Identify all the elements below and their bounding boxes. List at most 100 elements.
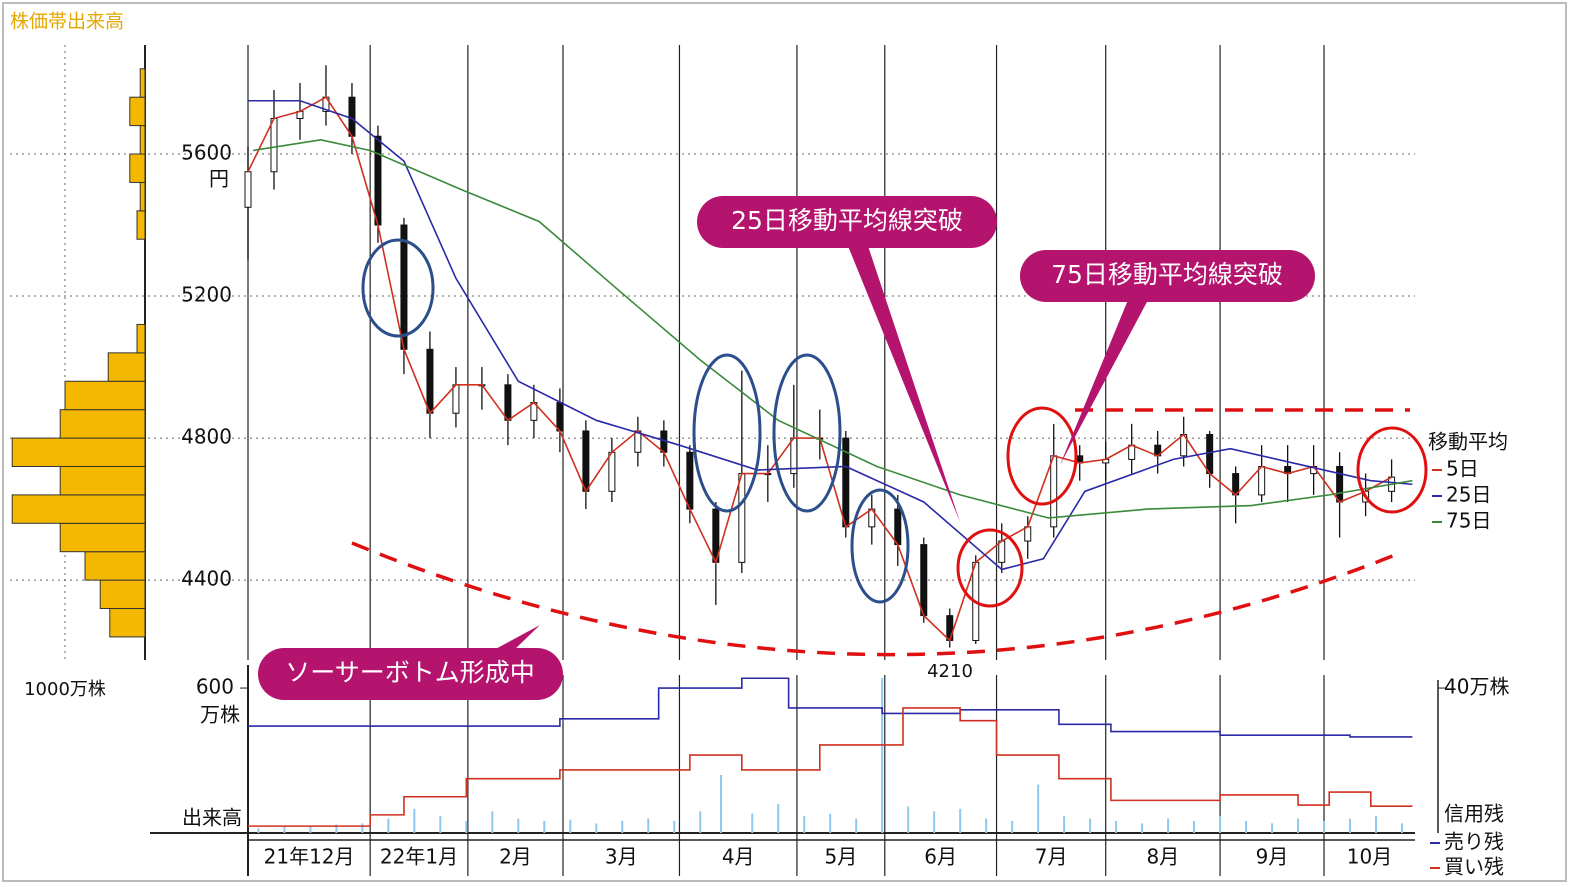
x-tick-label: 7月 — [1035, 845, 1068, 869]
margin-line — [248, 677, 1413, 738]
volume-bar — [413, 808, 416, 833]
volume-bar — [1271, 823, 1274, 833]
y-tick-label: 5200 — [181, 283, 232, 307]
volume-bar — [907, 806, 910, 833]
volume-bar — [1089, 818, 1092, 833]
profile-bar — [64, 380, 146, 411]
candle-body — [1050, 455, 1058, 528]
profile-bar — [139, 181, 146, 212]
x-tick-label: 3月 — [605, 845, 638, 869]
y2-tick-label: 40万株 — [1444, 675, 1509, 699]
x-tick-label: 22年1月 — [380, 845, 458, 869]
volume-bar — [1297, 818, 1300, 833]
profile-bar — [129, 96, 146, 127]
volume-bar — [1141, 823, 1144, 833]
ma-line — [253, 138, 1413, 519]
profile-bar — [136, 323, 146, 354]
callout-text: ソーサーボトム形成中 — [285, 658, 535, 687]
candle-body — [686, 451, 694, 510]
candle-body — [582, 430, 590, 492]
ellipse — [772, 353, 842, 513]
annotations — [351, 238, 1428, 657]
ellipse — [361, 238, 435, 338]
x-tick-label: 9月 — [1256, 845, 1289, 869]
candle-body — [1258, 465, 1266, 496]
profile-bar — [11, 494, 146, 524]
volume-bar — [569, 819, 572, 833]
volume-bar — [335, 824, 338, 833]
candle-body — [374, 135, 382, 226]
y-label: 出来高 — [182, 806, 242, 830]
legend-label: 買い残 — [1444, 855, 1504, 879]
volume-bar — [621, 820, 624, 833]
volume-bar — [720, 775, 723, 833]
volume-bar — [1115, 820, 1118, 833]
profile-bar — [11, 437, 146, 467]
chart-title: 株価帯出来高 — [10, 11, 124, 33]
candle-body — [400, 224, 408, 350]
profile-bar — [84, 551, 146, 581]
candle-body — [608, 451, 616, 492]
candle-body — [946, 615, 954, 641]
volume-bar — [647, 818, 650, 833]
volume-bar — [777, 804, 780, 833]
volume-bar — [933, 811, 936, 833]
volume-bar — [829, 813, 832, 833]
legend-title: 移動平均 — [1428, 430, 1508, 454]
profile-bar — [109, 608, 146, 638]
volume-bar — [1349, 818, 1352, 833]
x-tick-label: 4月 — [722, 845, 755, 869]
volume-bar — [387, 818, 390, 833]
profile-bar — [59, 522, 146, 553]
x-tick-label: 2月 — [499, 845, 532, 869]
volume-bar — [1323, 820, 1326, 833]
y-tick-label: 4400 — [181, 567, 232, 591]
candle-body — [556, 402, 564, 432]
volume-bar — [985, 818, 988, 833]
x-tick-label: 5月 — [824, 845, 857, 869]
callout-pointer — [848, 246, 960, 522]
candle-body — [920, 544, 928, 617]
candle-body — [504, 384, 512, 421]
x-tick-label: 6月 — [924, 845, 957, 869]
x-tick-label: 8月 — [1147, 845, 1180, 869]
circles — [956, 406, 1428, 608]
legend-label: 売り残 — [1444, 830, 1504, 854]
volume-bar — [1401, 823, 1404, 833]
y-unit: 円 — [209, 167, 229, 191]
candle-body — [998, 540, 1006, 563]
volume-bar — [1193, 820, 1196, 833]
callout — [697, 196, 997, 248]
volume-bar — [1167, 818, 1170, 833]
callout — [1020, 250, 1315, 302]
y-tick-label: 600 — [196, 675, 234, 699]
volume-bar — [751, 813, 754, 833]
circle — [1006, 406, 1078, 506]
y-unit: 万株 — [200, 703, 240, 727]
ma-line — [247, 96, 1392, 642]
candle-body — [894, 508, 902, 546]
volume-bar — [1245, 820, 1248, 833]
candle-body — [426, 348, 434, 414]
volume-bar — [465, 820, 468, 833]
volume-bar — [699, 811, 702, 833]
y-tick-label: 5600 — [181, 141, 232, 165]
callouts: 25日移動平均線突破 75日移動平均線突破 ソーサーボトム形成中 — [258, 196, 1315, 700]
candle-body — [452, 384, 460, 414]
candle-body — [244, 171, 252, 208]
annotation: 4210 — [927, 661, 973, 682]
margin-line — [248, 707, 1413, 827]
volume-bar — [543, 820, 546, 833]
volume-bar — [1063, 816, 1066, 833]
y-tick-label: 4800 — [181, 425, 232, 449]
y2-label: 信用残 — [1444, 802, 1504, 826]
callout-pointer — [1060, 300, 1148, 465]
callout-pointer — [490, 625, 540, 652]
ellipse — [850, 488, 910, 604]
volume-bar — [855, 818, 858, 833]
profile-bar — [139, 68, 146, 98]
x-tick-label: 1000万株 — [24, 679, 106, 700]
legend-label: 25日 — [1446, 483, 1491, 507]
